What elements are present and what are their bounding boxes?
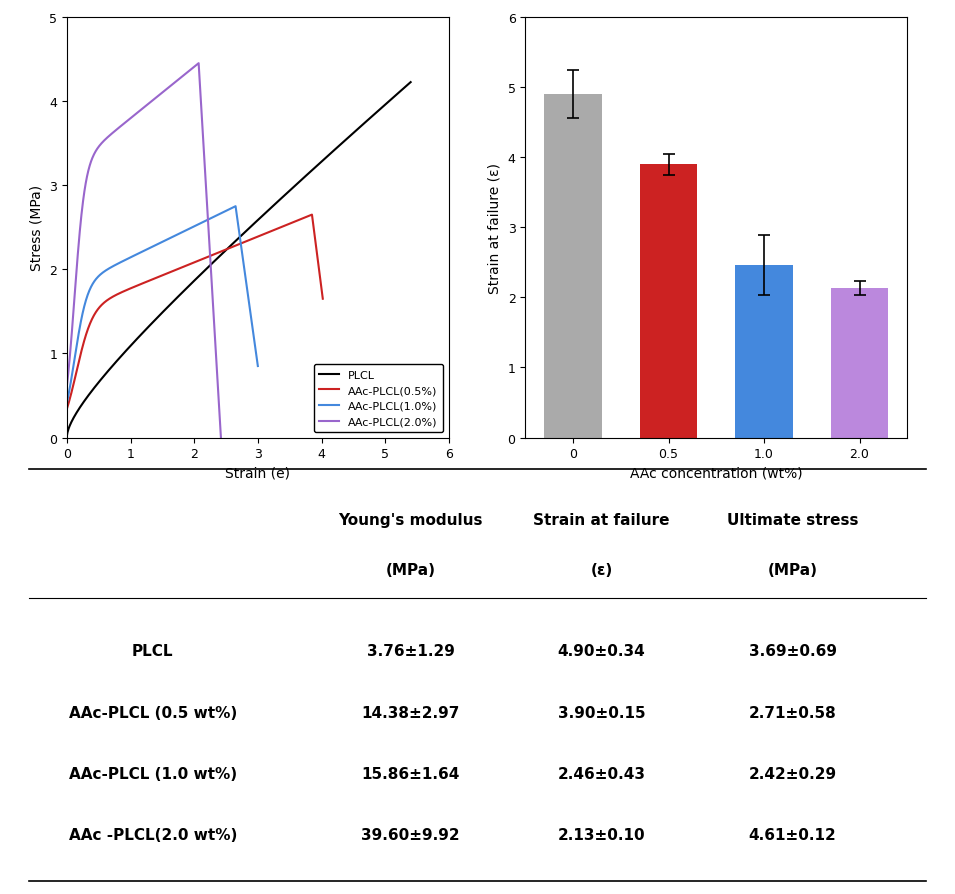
Y-axis label: Strain at failure (ε): Strain at failure (ε) — [488, 163, 502, 293]
Text: 2.42±0.29: 2.42±0.29 — [749, 766, 837, 781]
Bar — [640, 164, 697, 438]
Text: 39.60±9.92: 39.60±9.92 — [361, 827, 460, 842]
Text: PLCL: PLCL — [132, 644, 174, 658]
Bar — [735, 266, 793, 438]
Text: (MPa): (MPa) — [386, 562, 435, 578]
Text: Ultimate stress: Ultimate stress — [727, 512, 859, 527]
Text: 14.38±2.97: 14.38±2.97 — [361, 704, 460, 720]
Bar — [831, 289, 888, 438]
X-axis label: Strain (e): Strain (e) — [225, 467, 290, 480]
Text: (ε): (ε) — [590, 562, 613, 578]
Text: 4.90±0.34: 4.90±0.34 — [558, 644, 646, 658]
Text: 2.71±0.58: 2.71±0.58 — [749, 704, 837, 720]
Text: 4.61±0.12: 4.61±0.12 — [749, 827, 837, 842]
X-axis label: AAc concentration (wt%): AAc concentration (wt%) — [630, 467, 802, 480]
Text: AAc -PLCL(2.0 wt%): AAc -PLCL(2.0 wt%) — [69, 827, 237, 842]
Text: 3.69±0.69: 3.69±0.69 — [749, 644, 837, 658]
Text: AAc-PLCL (0.5 wt%): AAc-PLCL (0.5 wt%) — [69, 704, 237, 720]
Text: 3.76±1.29: 3.76±1.29 — [367, 644, 455, 658]
Text: AAc-PLCL (1.0 wt%): AAc-PLCL (1.0 wt%) — [69, 766, 237, 781]
Text: 2.13±0.10: 2.13±0.10 — [558, 827, 646, 842]
Text: Young's modulus: Young's modulus — [338, 512, 483, 527]
Bar — [544, 95, 602, 438]
Text: Strain at failure: Strain at failure — [534, 512, 669, 527]
Text: (MPa): (MPa) — [768, 562, 817, 578]
Text: 15.86±1.64: 15.86±1.64 — [361, 766, 460, 781]
Text: 3.90±0.15: 3.90±0.15 — [558, 704, 646, 720]
Legend: PLCL, AAc-PLCL(0.5%), AAc-PLCL(1.0%), AAc-PLCL(2.0%): PLCL, AAc-PLCL(0.5%), AAc-PLCL(1.0%), AA… — [314, 365, 443, 433]
Text: 2.46±0.43: 2.46±0.43 — [558, 766, 646, 781]
Y-axis label: Stress (MPa): Stress (MPa) — [30, 185, 44, 271]
